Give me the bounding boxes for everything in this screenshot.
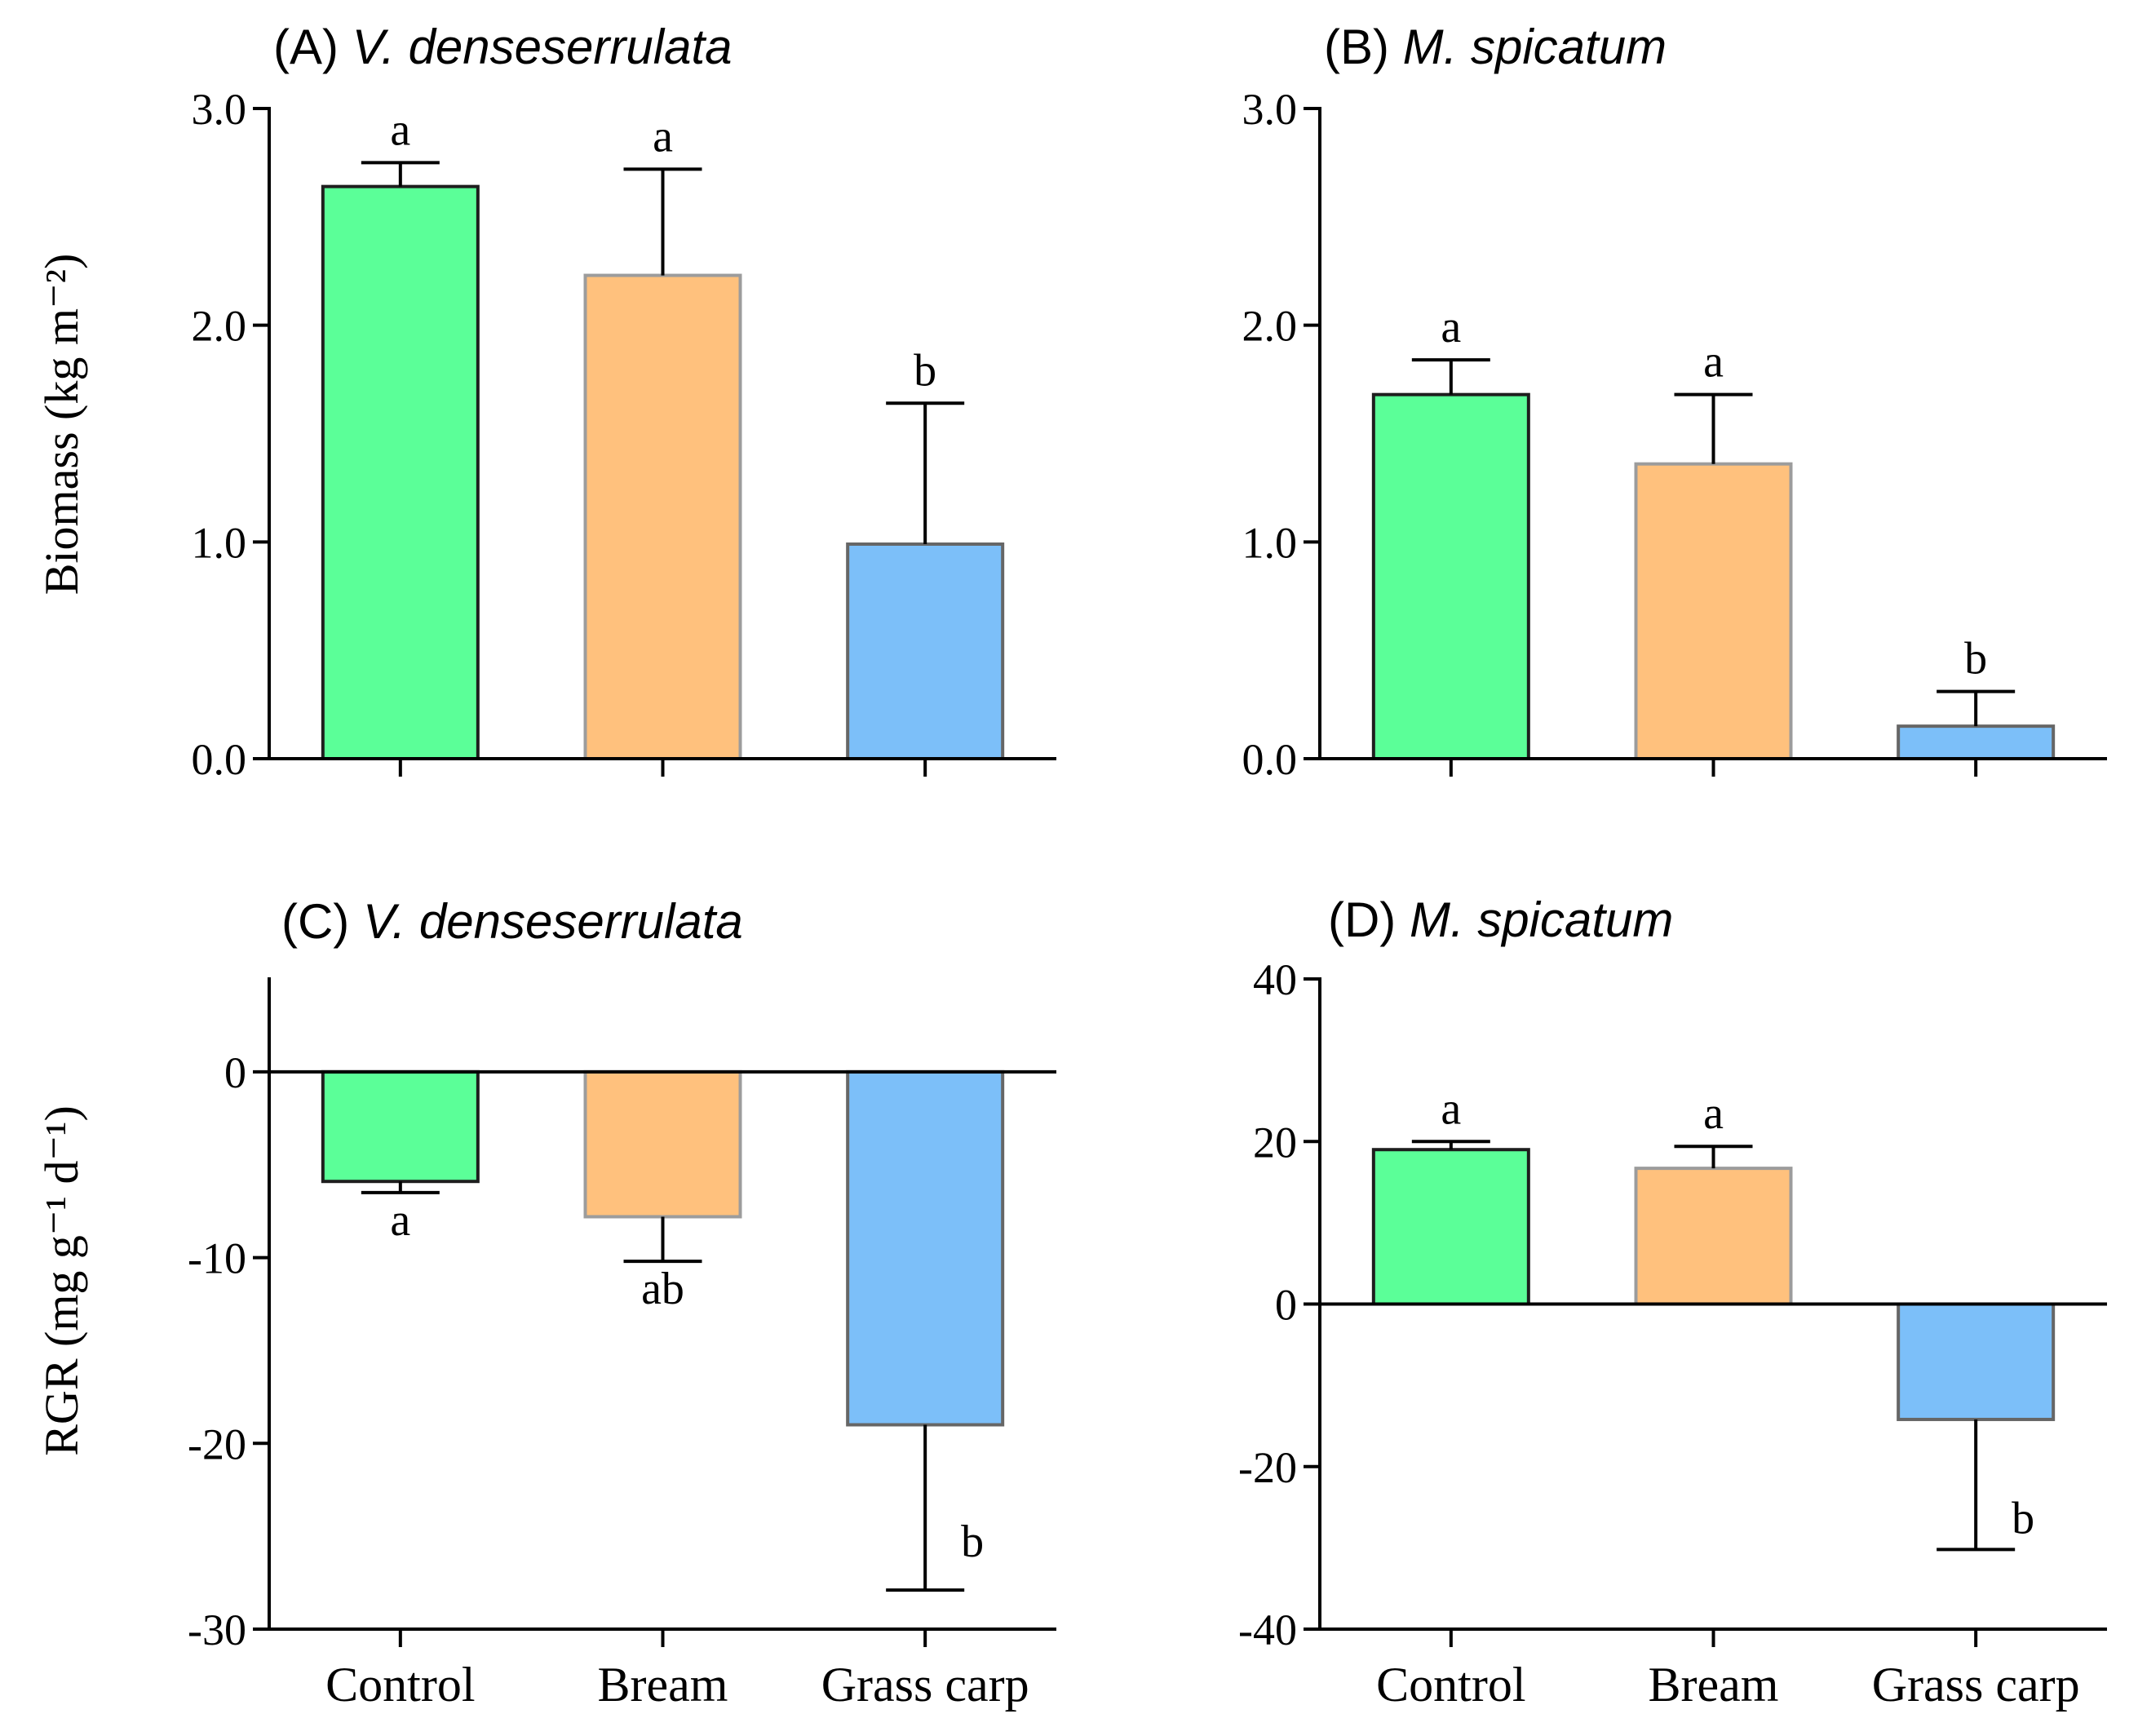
panel-title: (A) V. denseserrulata <box>273 20 732 74</box>
significance-label: b <box>1964 634 1987 684</box>
panel-c: (C) V. denseserrulata 0 -10 -20 -30 a Control a… <box>188 894 1056 1712</box>
y-tick-label: 1.0 <box>192 518 247 567</box>
y-tick-label: -40 <box>1238 1605 1297 1654</box>
y-tick-label: -30 <box>188 1605 246 1654</box>
y-tick-label: -20 <box>1238 1443 1297 1492</box>
significance-label: a <box>1441 1083 1461 1134</box>
panel-a: (A) V. denseserrulata 0.0 1.0 2.0 3.0 a a b <box>192 20 1056 784</box>
panel-title-prefix: (D) <box>1328 892 1410 947</box>
bar-grass-carp <box>1897 724 2056 761</box>
x-category-label: Control <box>325 1658 475 1712</box>
significance-label: b <box>961 1517 984 1567</box>
significance-label: a <box>1703 1088 1724 1139</box>
x-category-label: Grass carp <box>821 1658 1029 1712</box>
bar-bream <box>1634 462 1793 761</box>
y-tick-label: 0.0 <box>192 735 247 784</box>
y-tick-label: 0 <box>1275 1281 1297 1330</box>
panel-title-species: M. spicatum <box>1403 20 1667 74</box>
panel-title-prefix: (A) <box>273 20 352 74</box>
y-tick-label: 3.0 <box>1242 85 1298 134</box>
x-category-label: Control <box>1376 1658 1525 1712</box>
significance-label: b <box>914 345 936 396</box>
bar-control <box>1371 1148 1530 1306</box>
bar-bream <box>583 1070 742 1219</box>
y-tick-label: 0 <box>224 1048 246 1097</box>
bar-bream <box>583 273 742 760</box>
x-category-label: Bream <box>1649 1658 1779 1712</box>
y-tick-label: 2.0 <box>192 302 247 351</box>
panel-title-species: M. spicatum <box>1410 892 1673 947</box>
panel-b: (B) M. spicatum 0.0 1.0 2.0 3.0 a a b <box>1242 20 2107 784</box>
significance-label: a <box>390 104 410 155</box>
bar-control <box>321 184 480 760</box>
panel-title: (B) M. spicatum <box>1324 20 1667 74</box>
y-tick-label: -20 <box>188 1419 246 1468</box>
significance-label: ab <box>641 1264 684 1314</box>
bar-control <box>1371 392 1530 760</box>
significance-label: a <box>390 1195 410 1246</box>
y-tick-label: 40 <box>1253 955 1297 1004</box>
panel-title-species: V. denseserrulata <box>363 894 743 949</box>
panel-title: (C) V. denseserrulata <box>281 894 743 949</box>
y-tick-label: 1.0 <box>1242 518 1298 567</box>
x-category-label: Grass carp <box>1872 1658 2080 1712</box>
bar-grass-carp <box>1897 1302 2056 1421</box>
panel-title-prefix: (B) <box>1324 20 1403 74</box>
y-tick-label: -10 <box>188 1234 246 1283</box>
significance-label: a <box>653 111 673 162</box>
y-tick-label: 20 <box>1253 1118 1297 1167</box>
significance-label: b <box>2012 1494 2034 1544</box>
panel-title-prefix: (C) <box>281 894 363 949</box>
panel-title: (D) M. spicatum <box>1328 892 1673 947</box>
ylabel-rgr: RGR (mg g⁻¹ d⁻¹) <box>35 1105 88 1456</box>
panel-title-species: V. denseserrulata <box>352 20 733 74</box>
y-tick-label: 2.0 <box>1242 302 1298 351</box>
significance-label: a <box>1703 337 1724 388</box>
significance-label: a <box>1441 302 1461 352</box>
bar-control <box>321 1070 480 1184</box>
panel-d: (D) M. spicatum 40 20 0 -20 -40 a Control a Bream… <box>1238 892 2107 1712</box>
bar-grass-carp <box>846 1070 1005 1427</box>
y-tick-label: 0.0 <box>1242 735 1298 784</box>
y-tick-label: 3.0 <box>192 85 247 134</box>
bar-grass-carp <box>846 542 1005 760</box>
bar-bream <box>1634 1167 1793 1306</box>
ylabel-biomass: Biomass (kg m⁻²) <box>35 254 88 596</box>
x-category-label: Bream <box>598 1658 728 1712</box>
